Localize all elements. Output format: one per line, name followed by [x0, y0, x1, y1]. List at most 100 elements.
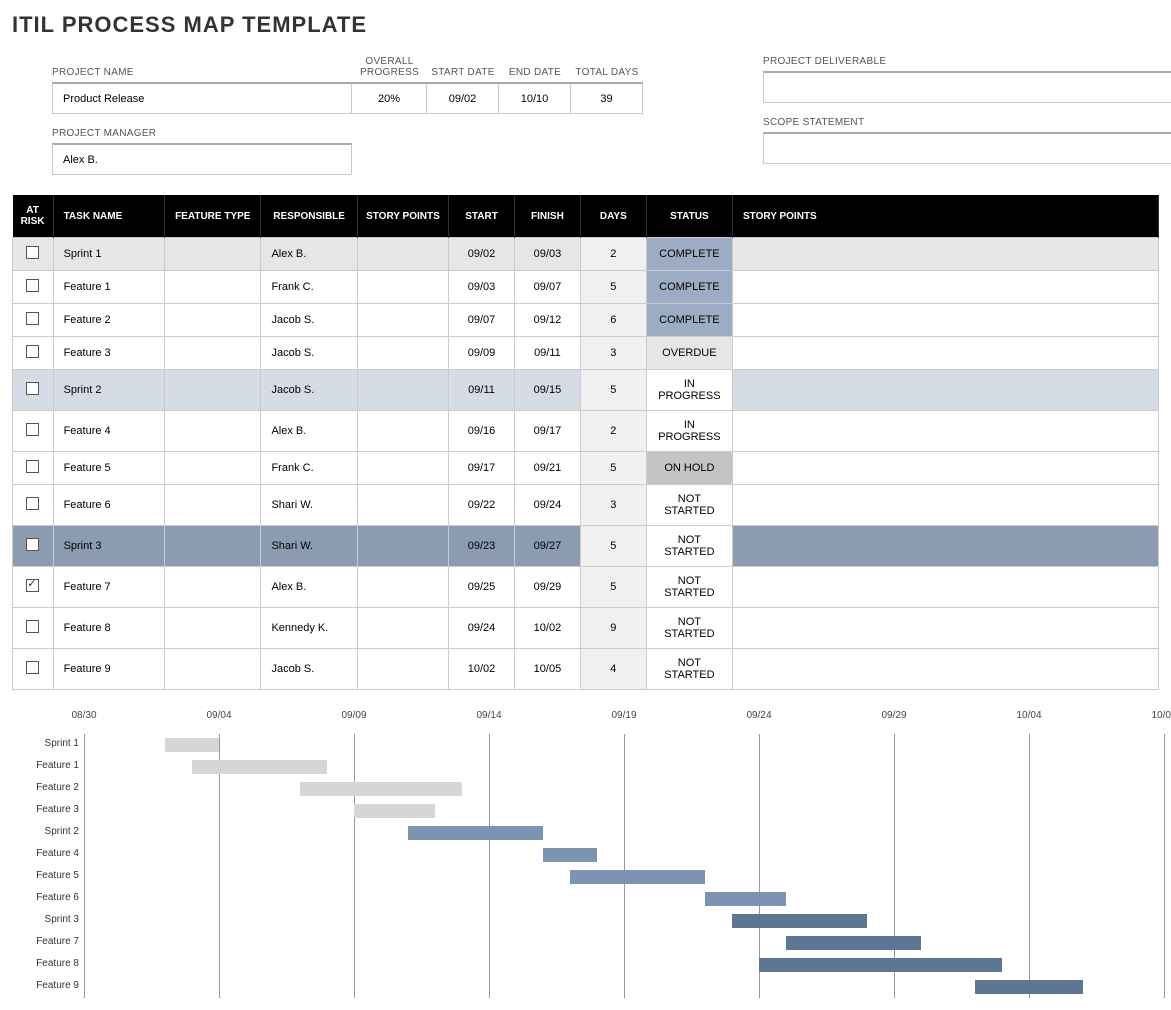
responsible-cell: Alex B. — [261, 411, 357, 452]
gantt-bar — [570, 870, 705, 884]
story-points-2-cell — [732, 526, 1158, 567]
story-points-2-cell — [732, 337, 1158, 370]
project-deliverable-input[interactable] — [763, 71, 1171, 103]
story-points-cell — [357, 337, 448, 370]
table-row: Feature 5Frank C.09/1709/215ON HOLD — [13, 452, 1159, 485]
status-cell: NOT STARTED — [646, 526, 732, 567]
status-cell: NOT STARTED — [646, 567, 732, 608]
at-risk-checkbox[interactable] — [26, 661, 39, 674]
table-row: Feature 3Jacob S.09/0909/113OVERDUE — [13, 337, 1159, 370]
start-cell: 09/25 — [449, 567, 515, 608]
task-name-cell: Feature 8 — [53, 608, 165, 649]
gantt-row: Feature 6 — [84, 888, 1164, 910]
column-header: STORY POINTS — [732, 195, 1158, 238]
story-points-cell — [357, 271, 448, 304]
feature-type-cell — [165, 238, 261, 271]
column-header: STATUS — [646, 195, 732, 238]
start-cell: 10/02 — [449, 649, 515, 690]
at-risk-checkbox[interactable] — [26, 460, 39, 473]
gantt-row: Sprint 1 — [84, 734, 1164, 756]
at-risk-checkbox[interactable] — [26, 279, 39, 292]
gantt-bar — [300, 782, 462, 796]
at-risk-checkbox[interactable] — [26, 423, 39, 436]
gantt-bar — [759, 958, 1002, 972]
at-risk-checkbox[interactable] — [26, 538, 39, 551]
column-header: FEATURE TYPE — [165, 195, 261, 238]
status-cell: COMPLETE — [646, 238, 732, 271]
start-cell: 09/03 — [449, 271, 515, 304]
at-risk-checkbox[interactable] — [26, 497, 39, 510]
task-name-cell: Sprint 1 — [53, 238, 165, 271]
overall-progress-label: OVERALL PROGRESS — [352, 56, 427, 78]
finish-cell: 09/12 — [514, 304, 580, 337]
responsible-cell: Alex B. — [261, 238, 357, 271]
scope-statement-label: SCOPE STATEMENT — [763, 117, 1171, 128]
story-points-2-cell — [732, 452, 1158, 485]
start-cell: 09/02 — [449, 238, 515, 271]
start-cell: 09/17 — [449, 452, 515, 485]
table-row: Feature 7Alex B.09/2509/295NOT STARTED — [13, 567, 1159, 608]
start-cell: 09/16 — [449, 411, 515, 452]
responsible-cell: Kennedy K. — [261, 608, 357, 649]
table-row: Feature 2Jacob S.09/0709/126COMPLETE — [13, 304, 1159, 337]
status-cell: NOT STARTED — [646, 608, 732, 649]
story-points-cell — [357, 567, 448, 608]
responsible-cell: Frank C. — [261, 271, 357, 304]
days-cell: 4 — [580, 649, 646, 690]
story-points-2-cell — [732, 608, 1158, 649]
gantt-bar — [732, 914, 867, 928]
story-points-2-cell — [732, 567, 1158, 608]
story-points-cell — [357, 526, 448, 567]
gantt-row-label: Feature 7 — [24, 936, 79, 947]
feature-type-cell — [165, 567, 261, 608]
days-cell: 5 — [580, 370, 646, 411]
gantt-row-label: Feature 4 — [24, 848, 79, 859]
feature-type-cell — [165, 271, 261, 304]
gantt-row-label: Sprint 2 — [24, 826, 79, 837]
gantt-row: Sprint 3 — [84, 910, 1164, 932]
at-risk-checkbox[interactable] — [26, 579, 39, 592]
days-cell: 9 — [580, 608, 646, 649]
story-points-cell — [357, 238, 448, 271]
column-header: TASK NAME — [53, 195, 165, 238]
at-risk-checkbox[interactable] — [26, 312, 39, 325]
task-name-cell: Feature 3 — [53, 337, 165, 370]
status-cell: OVERDUE — [646, 337, 732, 370]
finish-cell: 09/03 — [514, 238, 580, 271]
responsible-cell: Jacob S. — [261, 337, 357, 370]
gantt-row-label: Feature 3 — [24, 804, 79, 815]
feature-type-cell — [165, 337, 261, 370]
task-name-cell: Sprint 3 — [53, 526, 165, 567]
finish-cell: 09/29 — [514, 567, 580, 608]
story-points-2-cell — [732, 411, 1158, 452]
days-cell: 5 — [580, 271, 646, 304]
finish-cell: 09/11 — [514, 337, 580, 370]
project-name-input[interactable]: Product Release — [52, 82, 352, 114]
table-row: Feature 1Frank C.09/0309/075COMPLETE — [13, 271, 1159, 304]
days-cell: 5 — [580, 452, 646, 485]
finish-cell: 10/05 — [514, 649, 580, 690]
status-cell: IN PROGRESS — [646, 411, 732, 452]
gantt-tick-label: 09/14 — [476, 710, 501, 721]
scope-statement-input[interactable] — [763, 132, 1171, 164]
start-date-label: START DATE — [427, 67, 499, 78]
gantt-tick-label: 09/29 — [881, 710, 906, 721]
table-row: Sprint 1Alex B.09/0209/032COMPLETE — [13, 238, 1159, 271]
gantt-bar — [975, 980, 1083, 994]
gantt-tick-label: 10/04 — [1016, 710, 1041, 721]
story-points-cell — [357, 304, 448, 337]
gantt-tick-label: 08/30 — [71, 710, 96, 721]
task-name-cell: Feature 7 — [53, 567, 165, 608]
at-risk-checkbox[interactable] — [26, 345, 39, 358]
gantt-bar — [165, 738, 219, 752]
finish-cell: 10/02 — [514, 608, 580, 649]
project-manager-input[interactable]: Alex B. — [52, 143, 352, 175]
feature-type-cell — [165, 304, 261, 337]
at-risk-checkbox[interactable] — [26, 382, 39, 395]
column-header: START — [449, 195, 515, 238]
finish-cell: 09/07 — [514, 271, 580, 304]
at-risk-checkbox[interactable] — [26, 246, 39, 259]
task-name-cell: Sprint 2 — [53, 370, 165, 411]
at-risk-checkbox[interactable] — [26, 620, 39, 633]
finish-cell: 09/21 — [514, 452, 580, 485]
